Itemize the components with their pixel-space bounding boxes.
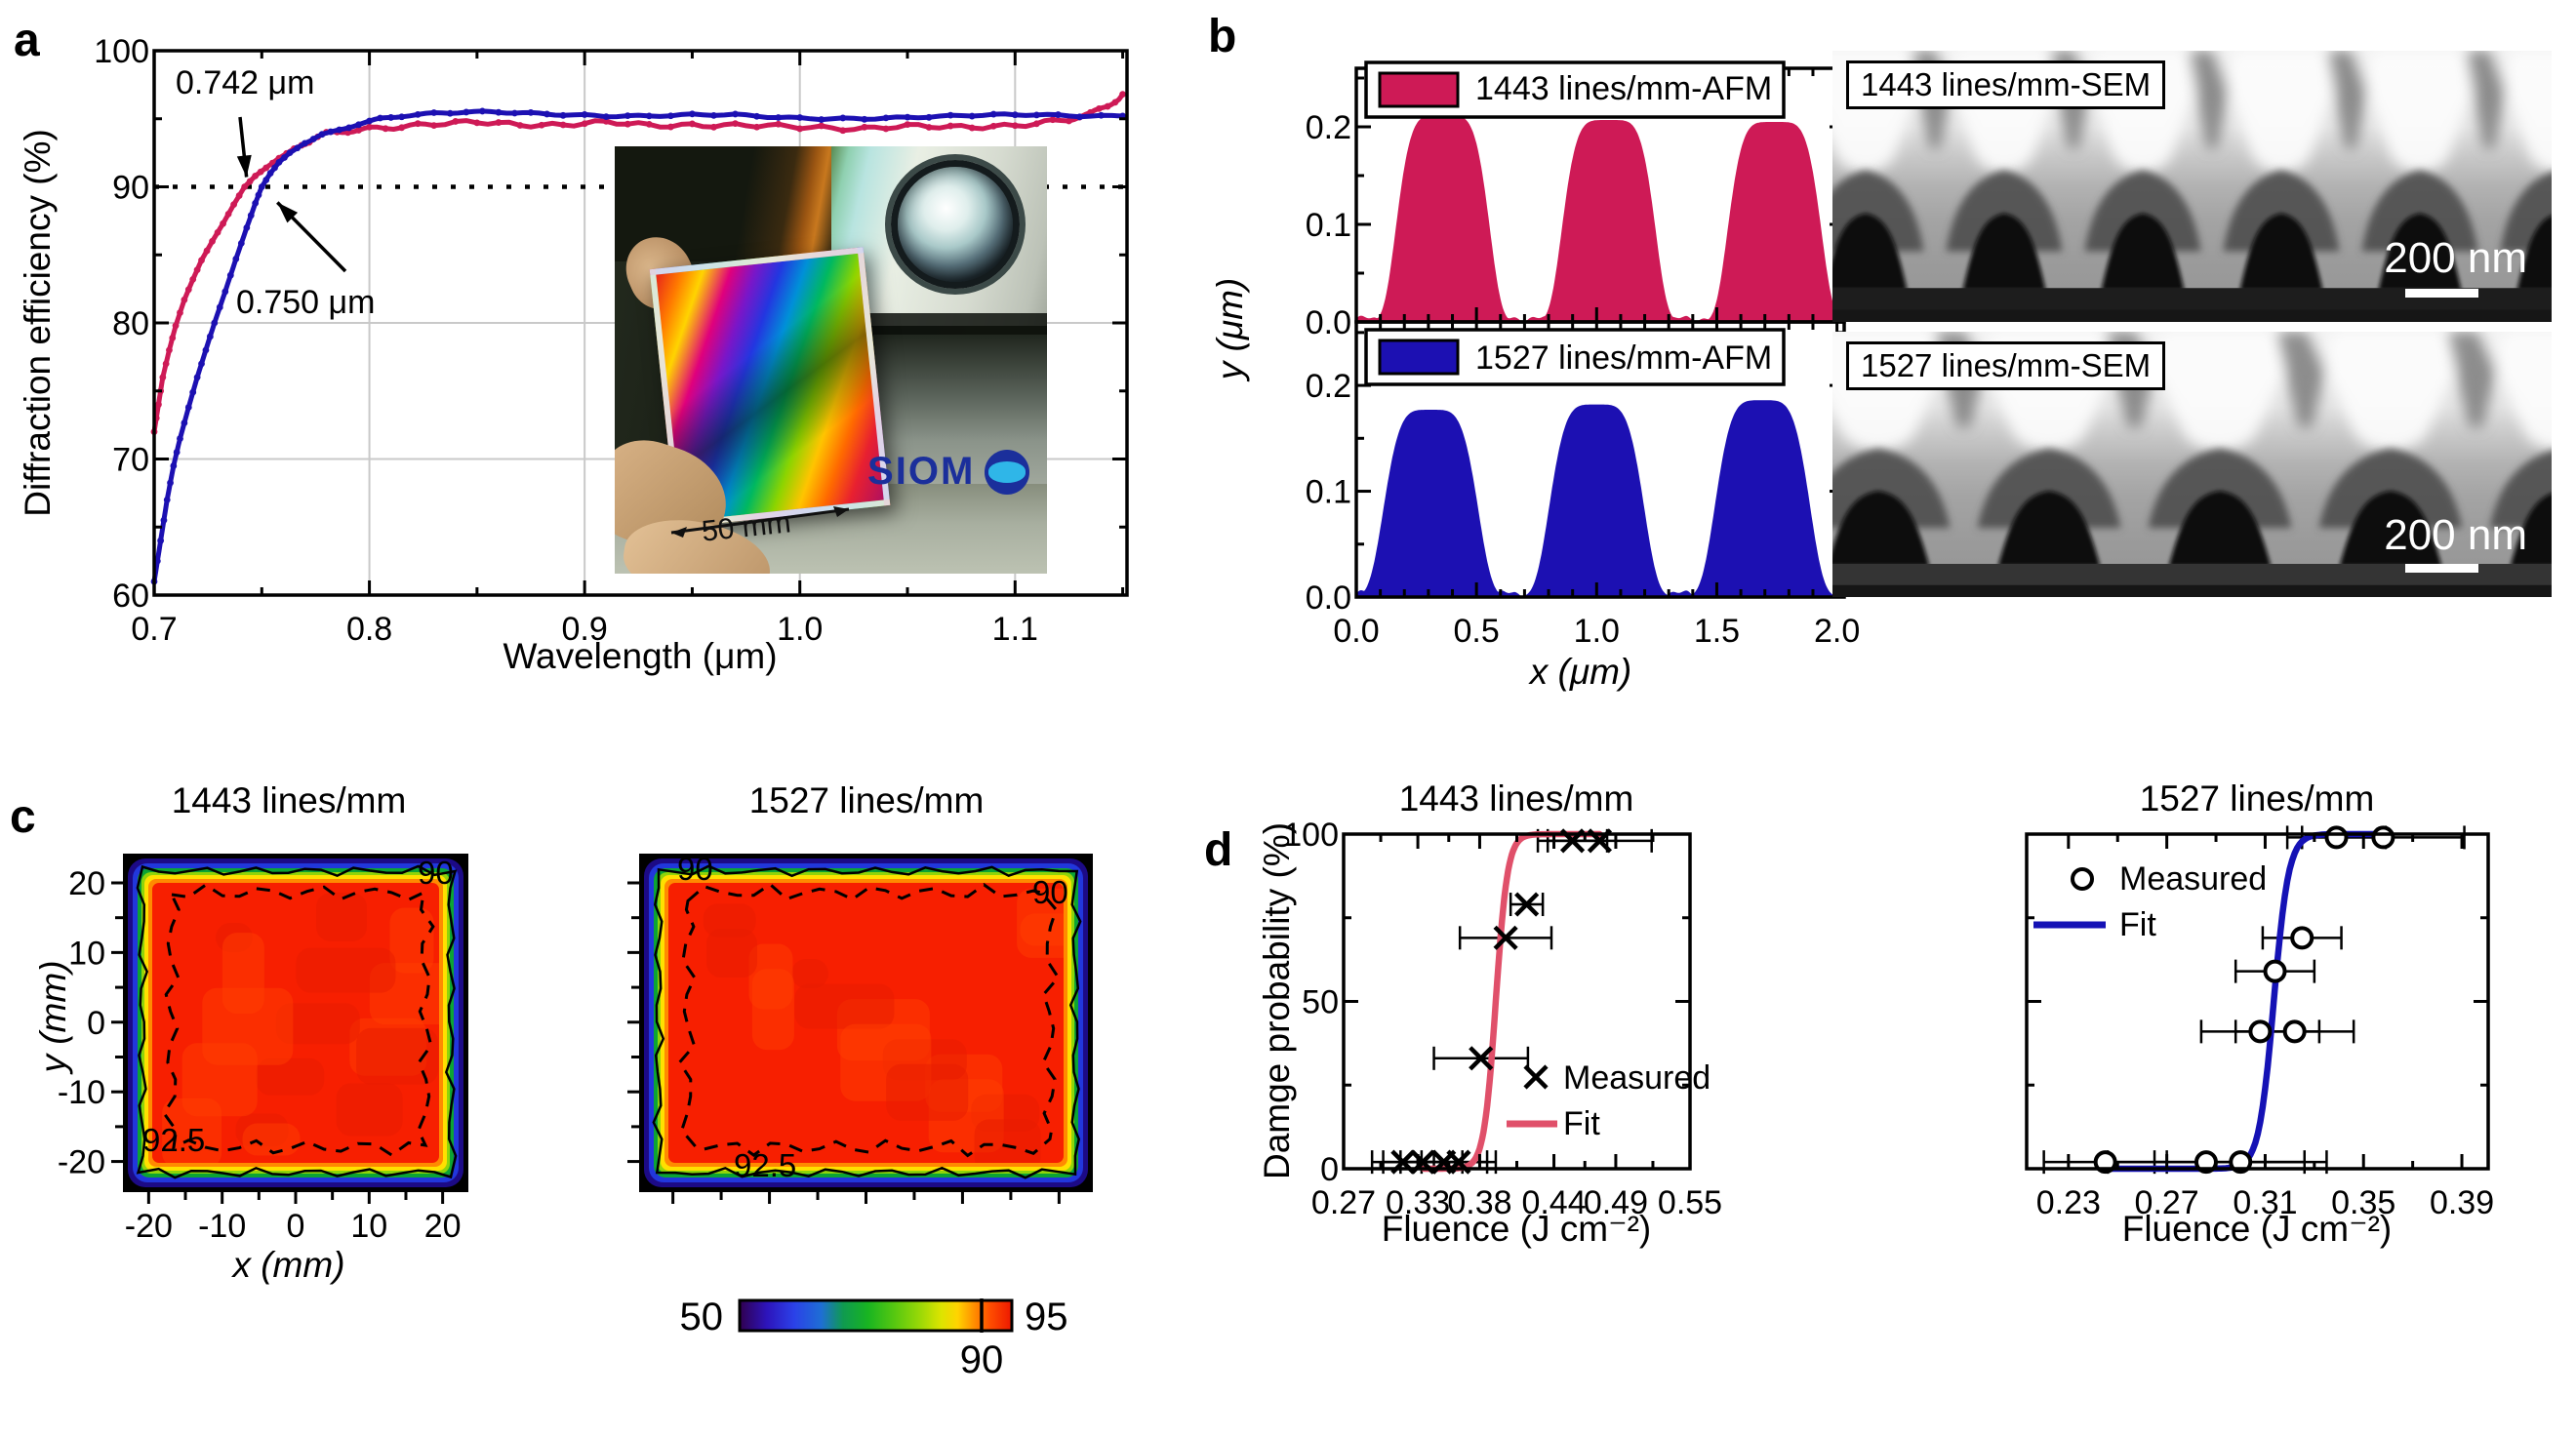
svg-text:0.0: 0.0 xyxy=(1306,579,1351,617)
svg-text:-10: -10 xyxy=(58,1074,105,1111)
svg-text:20: 20 xyxy=(424,1208,462,1245)
svg-text:0.7: 0.7 xyxy=(131,611,177,648)
d-x-axis-label-right: Fluence (J cm⁻²) xyxy=(2121,1209,2393,1249)
c-contour-label-90-right-b: 90 xyxy=(1032,874,1068,910)
panel-d-letter: d xyxy=(1204,824,1233,876)
svg-text:0.27: 0.27 xyxy=(2135,1184,2199,1221)
svg-text:80: 80 xyxy=(112,305,149,342)
c-contour-label-90-right-a: 90 xyxy=(677,851,713,887)
svg-text:20: 20 xyxy=(68,865,105,902)
svg-text:0.9: 0.9 xyxy=(562,611,608,648)
svg-text:0.8: 0.8 xyxy=(346,611,392,648)
siom-logo-text: SIOM xyxy=(867,450,976,494)
svg-text:10: 10 xyxy=(68,935,105,972)
sem-scalebar-text-1443: 200 nm xyxy=(2384,234,2527,282)
svg-text:0: 0 xyxy=(287,1208,305,1245)
c-title-1443: 1443 lines/mm xyxy=(171,780,407,820)
colorbar-min-label: 50 xyxy=(679,1296,724,1338)
panel-a-letter: a xyxy=(14,15,40,66)
svg-text:0.33: 0.33 xyxy=(1386,1184,1450,1221)
colorbar-marker-label: 90 xyxy=(959,1338,1004,1381)
grating-photo-inset: 50 mm SIOM xyxy=(615,146,1047,574)
sem-label-1443: 1443 lines/mm-SEM xyxy=(1846,60,2166,109)
svg-text:0.35: 0.35 xyxy=(2331,1184,2395,1221)
svg-text:50: 50 xyxy=(1302,984,1339,1021)
svg-text:-20: -20 xyxy=(58,1144,105,1181)
siom-logo-globe-icon xyxy=(985,449,1030,495)
svg-text:0.0: 0.0 xyxy=(1306,304,1351,341)
svg-text:1.5: 1.5 xyxy=(1694,613,1740,650)
svg-text:1.0: 1.0 xyxy=(1574,613,1620,650)
c-x-axis-label: x (mm) xyxy=(232,1245,345,1285)
svg-text:0: 0 xyxy=(1320,1151,1339,1188)
a-annotation-0750: 0.750 μm xyxy=(236,284,376,321)
svg-text:0.44: 0.44 xyxy=(1521,1184,1586,1221)
panel-c-letter: c xyxy=(10,791,36,843)
svg-text:1.1: 1.1 xyxy=(992,611,1038,648)
d-legend-measured-left: Measured xyxy=(1563,1059,1711,1097)
svg-text:100: 100 xyxy=(1283,817,1339,854)
photo-projector-lens xyxy=(891,160,1020,289)
svg-text:-10: -10 xyxy=(198,1208,246,1245)
c-contour-label-925-left: 92.5 xyxy=(142,1122,206,1158)
svg-text:0.38: 0.38 xyxy=(1447,1184,1511,1221)
d-title-1443: 1443 lines/mm xyxy=(1398,778,1634,818)
svg-text:0.23: 0.23 xyxy=(2036,1184,2101,1221)
svg-text:0.2: 0.2 xyxy=(1306,368,1351,405)
a-y-axis-label: Diffraction efficiency (%) xyxy=(18,129,58,517)
afm-legend-1527: 1527 lines/mm-AFM xyxy=(1475,339,1773,377)
c-contour-label-925-right: 92.5 xyxy=(734,1147,797,1183)
svg-text:0.1: 0.1 xyxy=(1306,474,1351,511)
sem-scalebar-text-1527: 200 nm xyxy=(2384,511,2527,559)
svg-text:-20: -20 xyxy=(125,1208,173,1245)
svg-text:10: 10 xyxy=(350,1208,387,1245)
svg-text:0.1: 0.1 xyxy=(1306,207,1351,244)
photo-annotation-arrows xyxy=(670,506,850,538)
svg-text:0.39: 0.39 xyxy=(2430,1184,2494,1221)
svg-text:2.0: 2.0 xyxy=(1814,613,1860,650)
d-legend-fit-left: Fit xyxy=(1563,1105,1600,1142)
d-legend-measured-right: Measured xyxy=(2119,860,2268,898)
sem-label-1527: 1527 lines/mm-SEM xyxy=(1846,341,2166,390)
a-annotation-0742: 0.742 μm xyxy=(176,64,315,101)
svg-text:60: 60 xyxy=(112,578,149,615)
afm-legend-1443: 1443 lines/mm-AFM xyxy=(1475,70,1773,107)
svg-text:0.27: 0.27 xyxy=(1311,1184,1376,1221)
a-x-axis-label: Wavelength (μm) xyxy=(503,636,778,676)
b-x-axis-label: x (μm) xyxy=(1529,652,1632,692)
siom-logo: SIOM xyxy=(867,449,1030,495)
svg-text:0.2: 0.2 xyxy=(1306,109,1351,146)
svg-text:0.31: 0.31 xyxy=(2233,1184,2297,1221)
svg-text:0.55: 0.55 xyxy=(1658,1184,1722,1221)
c-y-axis-label: y (mm) xyxy=(33,960,73,1073)
d-legend-fit-right: Fit xyxy=(2119,906,2156,943)
svg-text:0: 0 xyxy=(87,1005,105,1042)
d-y-axis-label: Damge probability (%) xyxy=(1257,821,1297,1180)
c-title-1527: 1527 lines/mm xyxy=(748,780,985,820)
svg-text:70: 70 xyxy=(112,442,149,479)
c-contour-label-90-left: 90 xyxy=(418,855,454,891)
svg-text:90: 90 xyxy=(112,170,149,207)
d-title-1527: 1527 lines/mm xyxy=(2139,778,2375,818)
svg-text:0.49: 0.49 xyxy=(1584,1184,1648,1221)
svg-text:0.5: 0.5 xyxy=(1454,613,1500,650)
panel-b-letter: b xyxy=(1208,11,1237,62)
d-x-axis-label-left: Fluence (J cm⁻²) xyxy=(1381,1209,1652,1249)
svg-text:100: 100 xyxy=(94,33,149,70)
svg-text:1.0: 1.0 xyxy=(777,611,823,648)
b-y-axis-label: y (μm) xyxy=(1210,277,1250,380)
colorbar-max-label: 95 xyxy=(1025,1296,1068,1338)
svg-text:0.0: 0.0 xyxy=(1333,613,1379,650)
